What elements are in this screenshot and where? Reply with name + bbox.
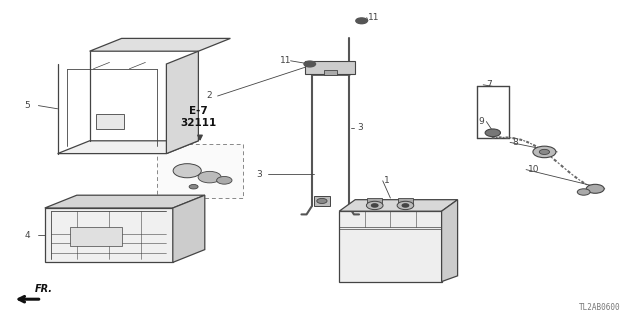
Text: 10: 10	[528, 165, 540, 174]
Text: 7: 7	[486, 80, 492, 89]
Text: 5: 5	[24, 101, 30, 110]
Text: 2: 2	[206, 92, 212, 100]
Polygon shape	[173, 195, 205, 262]
Bar	[367, 198, 383, 205]
Polygon shape	[339, 211, 442, 282]
Text: FR.: FR.	[35, 284, 53, 294]
Bar	[398, 198, 413, 205]
Text: 3: 3	[256, 170, 262, 179]
Text: 6: 6	[319, 200, 325, 209]
Polygon shape	[45, 195, 205, 208]
Circle shape	[189, 184, 198, 189]
Circle shape	[367, 201, 383, 210]
Circle shape	[577, 189, 590, 195]
Circle shape	[304, 61, 316, 67]
Circle shape	[540, 149, 550, 155]
Polygon shape	[45, 208, 173, 262]
Circle shape	[485, 129, 500, 137]
Bar	[305, 61, 355, 74]
Polygon shape	[90, 38, 230, 51]
Circle shape	[586, 184, 604, 193]
Text: 4: 4	[24, 231, 30, 240]
Polygon shape	[166, 51, 198, 154]
Bar	[96, 114, 124, 129]
Text: 11: 11	[280, 56, 292, 65]
Circle shape	[372, 204, 378, 207]
Circle shape	[317, 198, 327, 204]
Circle shape	[198, 172, 221, 183]
Text: E-7
32111: E-7 32111	[180, 106, 216, 128]
Text: 11: 11	[368, 13, 380, 22]
Polygon shape	[58, 141, 198, 154]
Bar	[324, 70, 337, 75]
Circle shape	[397, 201, 414, 210]
Text: 1: 1	[384, 176, 390, 185]
Polygon shape	[442, 200, 458, 282]
Circle shape	[173, 164, 201, 178]
Text: 9: 9	[479, 117, 484, 126]
Circle shape	[356, 18, 367, 24]
Circle shape	[533, 146, 556, 158]
Circle shape	[216, 176, 232, 184]
Text: 8: 8	[512, 138, 518, 147]
Circle shape	[402, 204, 408, 207]
Text: 3: 3	[357, 124, 363, 132]
Text: TL2AB0600: TL2AB0600	[579, 303, 621, 312]
Bar	[314, 196, 330, 206]
Bar	[157, 144, 243, 198]
Polygon shape	[339, 200, 458, 211]
Bar	[70, 227, 122, 246]
